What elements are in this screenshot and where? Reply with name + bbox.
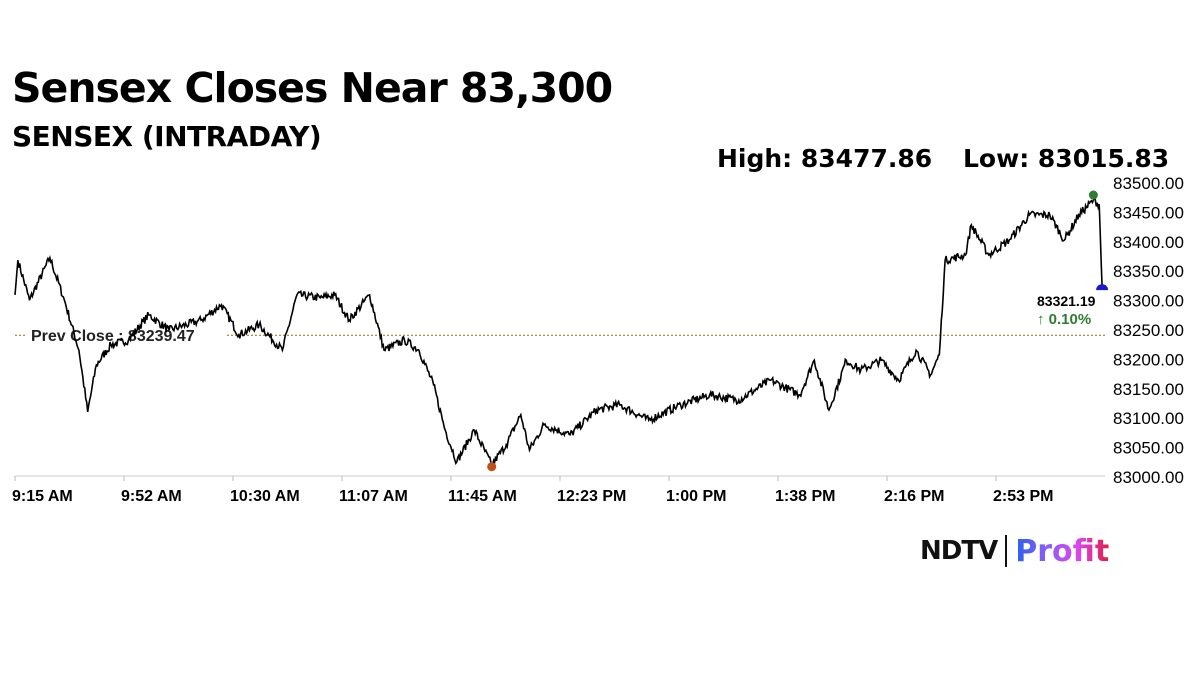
x-tick-label: 11:07 AM: [339, 488, 408, 505]
y-tick-label: 83400.00: [1113, 233, 1184, 252]
y-tick-label: 83100.00: [1113, 409, 1184, 428]
x-tick-label: 2:53 PM: [993, 488, 1053, 505]
y-tick-label: 83050.00: [1113, 439, 1184, 458]
logo-divider: [1005, 535, 1008, 567]
x-tick-label: 9:15 AM: [12, 488, 73, 505]
chart-subtitle: SENSEX (INTRADAY): [12, 120, 322, 153]
x-tick-label: 2:16 PM: [884, 488, 944, 505]
prev-close-label: Prev Close : 83239.47: [31, 328, 195, 345]
x-tick-label: 12:23 PM: [557, 488, 626, 505]
x-tick-label: 1:00 PM: [666, 488, 726, 505]
y-tick-label: 83350.00: [1113, 262, 1184, 281]
x-tick-label: 1:38 PM: [775, 488, 835, 505]
high-label: High: 83477.86: [717, 144, 933, 173]
y-tick-label: 83450.00: [1113, 203, 1184, 222]
y-tick-label: 83200.00: [1113, 350, 1184, 369]
low-label: Low: 83015.83: [963, 144, 1170, 173]
ndtv-profit-logo: NDTV Profit: [920, 533, 1109, 569]
high-marker: [1088, 190, 1098, 200]
close-value-label: 83321.19: [1037, 293, 1096, 309]
price-line: [14, 195, 1103, 467]
logo-profit: Profit: [1015, 533, 1110, 569]
y-tick-label: 83500.00: [1113, 174, 1184, 193]
y-tick-label: 83300.00: [1113, 292, 1184, 311]
y-tick-label: 83250.00: [1113, 321, 1184, 340]
change-label: ↑ 0.10%: [1037, 311, 1091, 328]
low-marker: [487, 462, 497, 472]
close-marker: [1096, 284, 1109, 291]
x-tick-label: 9:52 AM: [121, 488, 182, 505]
x-tick-label: 10:30 AM: [230, 488, 300, 505]
page-title: Sensex Closes Near 83,300: [12, 64, 613, 112]
y-tick-label: 83000.00: [1113, 468, 1184, 487]
logo-ndtv: NDTV: [920, 536, 998, 566]
y-tick-label: 83150.00: [1113, 380, 1184, 399]
x-tick-label: 11:45 AM: [448, 488, 517, 505]
